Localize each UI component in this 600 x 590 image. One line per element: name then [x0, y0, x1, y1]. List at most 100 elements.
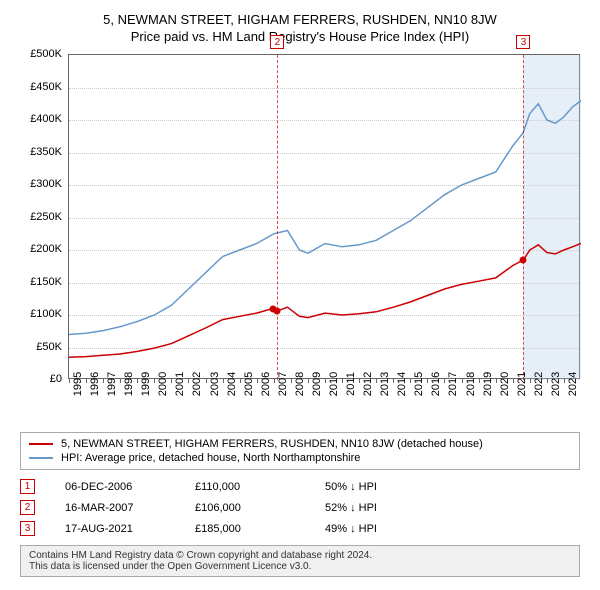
- x-tick: [393, 378, 394, 383]
- sale-date: 06-DEC-2006: [65, 481, 165, 493]
- x-tick: [513, 378, 514, 383]
- x-tick: [479, 378, 480, 383]
- series-property: [69, 244, 581, 358]
- x-tick: [564, 378, 565, 383]
- y-axis-label: £300K: [30, 178, 62, 190]
- y-axis-label: £450K: [30, 81, 62, 93]
- x-tick: [530, 378, 531, 383]
- sale-marker-dot: [274, 308, 281, 315]
- sale-price: £110,000: [195, 481, 295, 493]
- legend-swatch: [29, 457, 53, 459]
- x-axis-label: 2024: [567, 372, 579, 396]
- chart-title: 5, NEWMAN STREET, HIGHAM FERRERS, RUSHDE…: [10, 12, 590, 27]
- sale-number-badge: 1: [20, 479, 35, 494]
- legend-label: HPI: Average price, detached house, Nort…: [61, 452, 360, 464]
- x-tick: [410, 378, 411, 383]
- x-axis-label: 2015: [413, 372, 425, 396]
- x-tick: [86, 378, 87, 383]
- y-axis-label: £400K: [30, 113, 62, 125]
- y-axis-label: £250K: [30, 211, 62, 223]
- x-axis-label: 2017: [447, 372, 459, 396]
- sale-number-badge: 3: [20, 521, 35, 536]
- x-axis-label: 2018: [465, 372, 477, 396]
- y-axis-label: £500K: [30, 48, 62, 60]
- sale-row: 1 06-DEC-2006 £110,000 50% ↓ HPI: [20, 476, 580, 497]
- sale-date: 17-AUG-2021: [65, 523, 165, 535]
- x-axis-label: 2023: [550, 372, 562, 396]
- sale-marker-badge: 3: [516, 35, 530, 49]
- x-axis-label: 2002: [191, 372, 203, 396]
- x-tick: [547, 378, 548, 383]
- x-tick: [257, 378, 258, 383]
- x-tick: [154, 378, 155, 383]
- sale-delta: 52% ↓ HPI: [325, 502, 377, 514]
- x-tick: [291, 378, 292, 383]
- sale-row: 216-MAR-2007£106,00052% ↓ HPI: [20, 497, 580, 518]
- x-axis-label: 1995: [72, 372, 84, 396]
- chart-area: 23 £0£50K£100K£150K£200K£250K£300K£350K£…: [20, 54, 580, 424]
- x-tick: [240, 378, 241, 383]
- x-axis-label: 2001: [174, 372, 186, 396]
- x-axis-label: 1997: [106, 372, 118, 396]
- x-axis-label: 2020: [499, 372, 511, 396]
- x-axis-label: 2013: [379, 372, 391, 396]
- legend-row: 5, NEWMAN STREET, HIGHAM FERRERS, RUSHDE…: [29, 437, 571, 451]
- x-tick: [444, 378, 445, 383]
- y-axis-label: £200K: [30, 243, 62, 255]
- x-tick: [206, 378, 207, 383]
- x-tick: [462, 378, 463, 383]
- x-tick: [308, 378, 309, 383]
- footer-line2: This data is licensed under the Open Gov…: [29, 561, 571, 572]
- x-tick: [496, 378, 497, 383]
- x-tick: [376, 378, 377, 383]
- sale-delta: 50% ↓ HPI: [325, 481, 377, 493]
- plot-area: 23: [68, 54, 580, 379]
- x-tick: [188, 378, 189, 383]
- x-tick: [325, 378, 326, 383]
- x-tick: [427, 378, 428, 383]
- x-axis-label: 2003: [209, 372, 221, 396]
- x-tick: [137, 378, 138, 383]
- sale-date: 16-MAR-2007: [65, 502, 165, 514]
- series-hpi: [69, 101, 581, 335]
- x-axis-label: 2004: [226, 372, 238, 396]
- sale-marker-dot: [520, 256, 527, 263]
- x-axis-label: 2009: [311, 372, 323, 396]
- x-axis-label: 2019: [482, 372, 494, 396]
- x-axis-label: 2008: [294, 372, 306, 396]
- x-axis-label: 2007: [277, 372, 289, 396]
- x-axis-label: 1996: [89, 372, 101, 396]
- y-axis-label: £0: [50, 373, 62, 385]
- attribution-footer: Contains HM Land Registry data © Crown c…: [20, 545, 580, 577]
- sale-marker-badge: 2: [270, 35, 284, 49]
- legend-swatch: [29, 443, 53, 445]
- x-tick: [223, 378, 224, 383]
- legend-row: HPI: Average price, detached house, Nort…: [29, 451, 571, 465]
- sale-price: £185,000: [195, 523, 295, 535]
- x-axis-label: 2022: [533, 372, 545, 396]
- x-axis-label: 2014: [396, 372, 408, 396]
- sale-row: 3 17-AUG-2021 £185,000 49% ↓ HPI: [20, 518, 580, 539]
- y-axis-label: £50K: [36, 341, 62, 353]
- x-tick: [359, 378, 360, 383]
- legend-box: 5, NEWMAN STREET, HIGHAM FERRERS, RUSHDE…: [20, 432, 580, 470]
- x-axis-label: 2000: [157, 372, 169, 396]
- legend-label: 5, NEWMAN STREET, HIGHAM FERRERS, RUSHDE…: [61, 438, 483, 450]
- x-tick: [171, 378, 172, 383]
- sales-table: 106-DEC-2006£110,00050% ↓ HPI216-MAR-200…: [20, 476, 580, 539]
- chart-subtitle: Price paid vs. HM Land Registry's House …: [10, 29, 590, 44]
- x-axis-label: 2006: [260, 372, 272, 396]
- footer-line1: Contains HM Land Registry data © Crown c…: [29, 550, 571, 561]
- x-tick: [342, 378, 343, 383]
- x-tick: [120, 378, 121, 383]
- line-series-svg: [69, 55, 581, 380]
- sale-marker-line: [523, 55, 524, 380]
- y-axis-label: £350K: [30, 146, 62, 158]
- x-axis-label: 1998: [123, 372, 135, 396]
- x-axis-label: 2016: [430, 372, 442, 396]
- x-axis-label: 2012: [362, 372, 374, 396]
- sale-price: £106,000: [195, 502, 295, 514]
- x-axis-label: 2011: [345, 372, 357, 396]
- y-axis-label: £100K: [30, 308, 62, 320]
- sale-delta: 49% ↓ HPI: [325, 523, 377, 535]
